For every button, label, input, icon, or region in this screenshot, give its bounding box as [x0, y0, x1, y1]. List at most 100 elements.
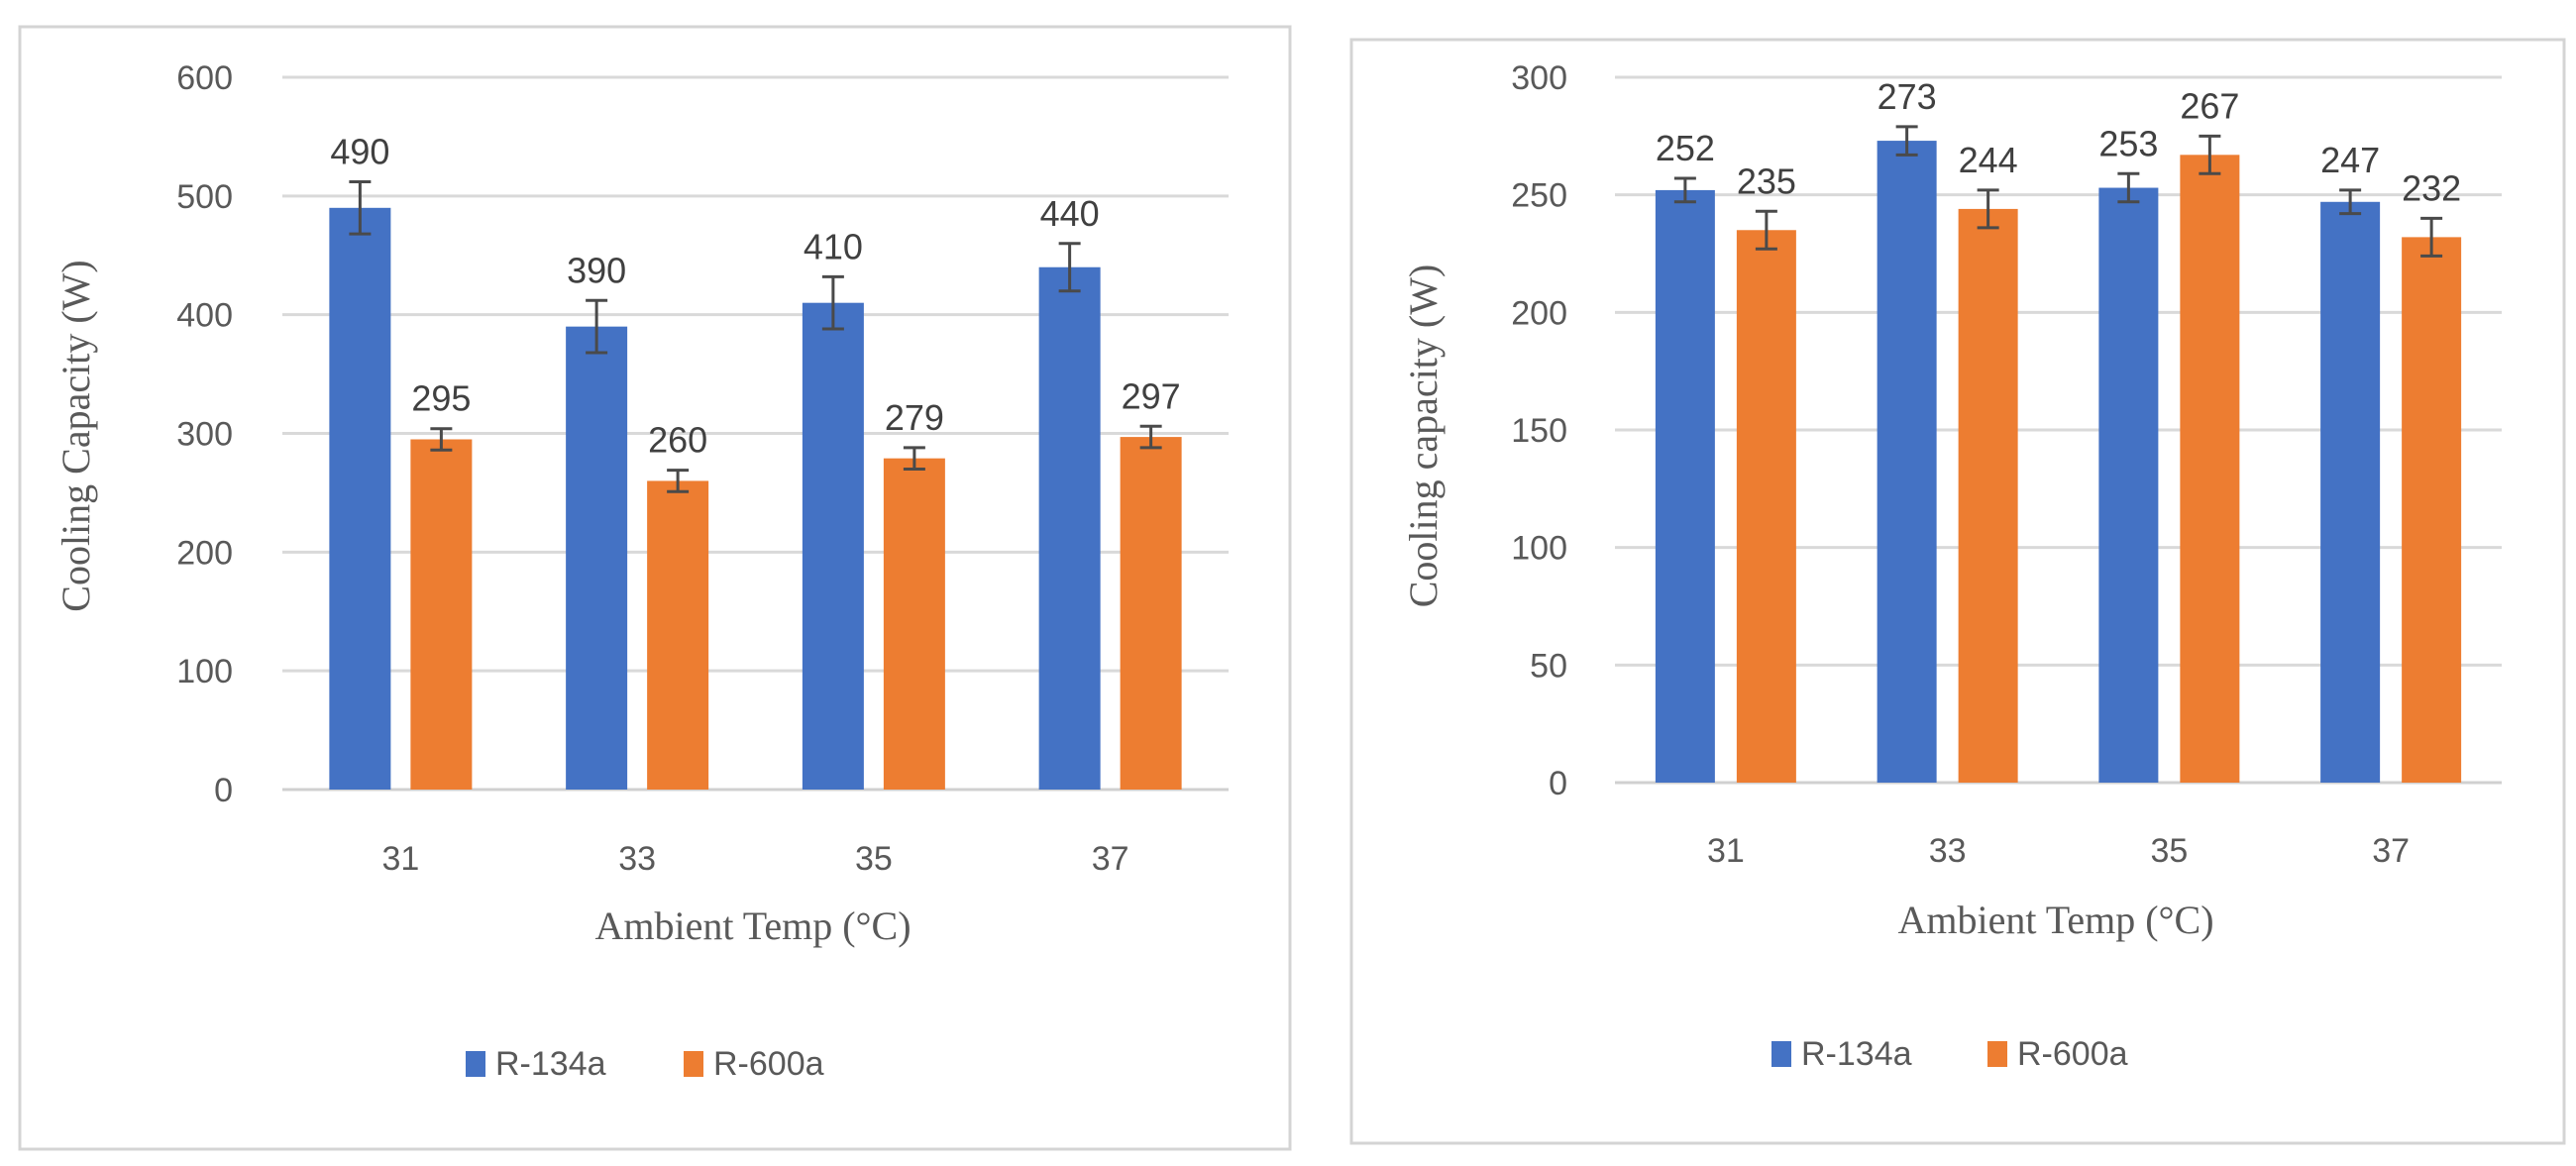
error-bar	[1895, 125, 1918, 157]
chart-right-x-axis-title: Ambient Temp (°C)	[1897, 898, 2213, 942]
data-label: 295	[411, 378, 471, 419]
x-tick-label: 35	[855, 840, 893, 878]
error-bar	[821, 274, 844, 331]
chart-right-bars	[1655, 141, 2462, 784]
y-tick-label: 0	[1549, 765, 1567, 802]
y-tick-label: 150	[1511, 412, 1567, 450]
bar-r-600a-31	[410, 439, 473, 790]
error-bar	[1058, 242, 1081, 293]
bar-r-134a-35	[802, 302, 864, 790]
data-label: 390	[567, 250, 626, 290]
chart-left-x-ticks: 31 33 35 37	[381, 840, 1128, 878]
y-tick-label: 0	[214, 772, 233, 809]
chart-left-y-axis-title: Cooling Capacity (W)	[54, 260, 98, 611]
chart-left-bars	[329, 207, 1182, 791]
y-tick-label: 600	[176, 59, 233, 97]
error-bar	[1673, 176, 1696, 204]
data-label: 490	[330, 131, 389, 171]
chart-right-data-labels: 252 235 273 244 253 267 247 232	[1656, 76, 2461, 209]
chart-left-legend: R-134a R-600a	[466, 1045, 824, 1083]
data-label: 410	[804, 226, 863, 266]
x-tick-label: 31	[381, 840, 419, 878]
chart-left-y-ticks: 0 100 200 300 400 500 600	[176, 59, 233, 809]
bar-r-600a-33	[1958, 208, 2018, 783]
error-bar	[2339, 188, 2362, 216]
bar-r-600a-31	[1736, 230, 1796, 783]
error-bar	[430, 427, 453, 452]
data-label: 252	[1656, 128, 1715, 168]
error-bar	[1139, 424, 1162, 450]
bar-r-600a-37	[2402, 237, 2462, 784]
bar-r-600a-33	[647, 480, 709, 790]
bar-r-134a-37	[1038, 266, 1101, 790]
data-label: 247	[2320, 140, 2380, 180]
error-bar	[903, 446, 925, 471]
chart-right-error-bars	[1673, 125, 2443, 258]
x-tick-label: 35	[2150, 832, 2188, 870]
chart-right-legend: R-134a R-600a	[1771, 1035, 2128, 1073]
data-label: 244	[1959, 140, 2018, 180]
bar-r-134a-37	[2320, 201, 2381, 783]
chart-right: 0 50 100 150 200 250 300 252 235 273 244 253 267 247…	[1349, 38, 2566, 1145]
bar-r-600a-35	[883, 458, 945, 790]
chart-left-error-bars	[349, 179, 1162, 493]
y-tick-label: 300	[1511, 59, 1567, 97]
y-tick-label: 100	[176, 653, 233, 690]
legend-item-r-134a: R-134a	[466, 1045, 606, 1083]
legend-item-r-134a: R-134a	[1771, 1035, 1912, 1073]
error-bar	[349, 179, 372, 236]
legend-label: R-134a	[495, 1045, 606, 1083]
data-label: 279	[885, 397, 944, 438]
legend-label: R-600a	[2017, 1035, 2128, 1073]
legend-swatch	[1987, 1041, 2007, 1067]
error-bar	[667, 469, 690, 493]
data-label: 440	[1040, 193, 1100, 234]
error-bar	[2117, 171, 2140, 204]
legend-swatch	[684, 1051, 703, 1077]
bar-r-134a-33	[1877, 141, 1937, 783]
data-label: 297	[1122, 375, 1181, 416]
chart-left-data-labels: 490 295 390 260 410 279 440 297	[330, 131, 1180, 460]
y-tick-label: 200	[176, 534, 233, 572]
chart-left: 0 100 200 300 400 500 600 490 295 390 260 410 279 44…	[18, 25, 1292, 1151]
chart-right-x-ticks: 31 33 35 37	[1707, 832, 2410, 870]
legend-item-r-600a: R-600a	[684, 1045, 824, 1083]
legend-label: R-134a	[1801, 1035, 1912, 1073]
y-tick-label: 250	[1511, 177, 1567, 215]
error-bar	[1755, 209, 1777, 251]
error-bar	[2420, 216, 2443, 258]
chart-left-x-axis-title: Ambient Temp (°C)	[594, 903, 911, 948]
y-tick-label: 400	[176, 297, 233, 335]
chart-right-y-axis-title: Cooling capacity (W)	[1401, 265, 1446, 608]
data-label: 273	[1878, 76, 1937, 117]
legend-item-r-600a: R-600a	[1987, 1035, 2128, 1073]
error-bar	[1977, 188, 1999, 230]
data-label: 232	[2402, 167, 2461, 208]
legend-swatch	[466, 1051, 485, 1077]
chart-right-y-ticks: 0 50 100 150 200 250 300	[1511, 59, 1567, 802]
x-tick-label: 31	[1707, 832, 1745, 870]
error-bar	[586, 298, 608, 355]
error-bar	[2199, 134, 2221, 175]
y-tick-label: 300	[176, 416, 233, 454]
data-label: 260	[648, 420, 707, 461]
bar-r-600a-37	[1120, 437, 1182, 790]
x-tick-label: 33	[1929, 832, 1967, 870]
bar-r-134a-35	[2098, 187, 2159, 784]
y-tick-label: 200	[1511, 294, 1567, 332]
bar-r-134a-31	[1655, 189, 1715, 784]
y-tick-label: 50	[1530, 647, 1567, 685]
data-label: 253	[2098, 123, 2158, 163]
bar-r-134a-33	[566, 326, 628, 790]
y-tick-label: 500	[176, 178, 233, 216]
data-label: 235	[1737, 160, 1796, 201]
data-label: 267	[2180, 85, 2239, 126]
legend-swatch	[1771, 1041, 1791, 1067]
bar-r-600a-35	[2180, 155, 2240, 783]
legend-label: R-600a	[713, 1045, 824, 1083]
y-tick-label: 100	[1511, 530, 1567, 568]
x-tick-label: 37	[1092, 840, 1129, 878]
bar-r-134a-31	[329, 207, 391, 791]
x-tick-label: 37	[2372, 832, 2410, 870]
